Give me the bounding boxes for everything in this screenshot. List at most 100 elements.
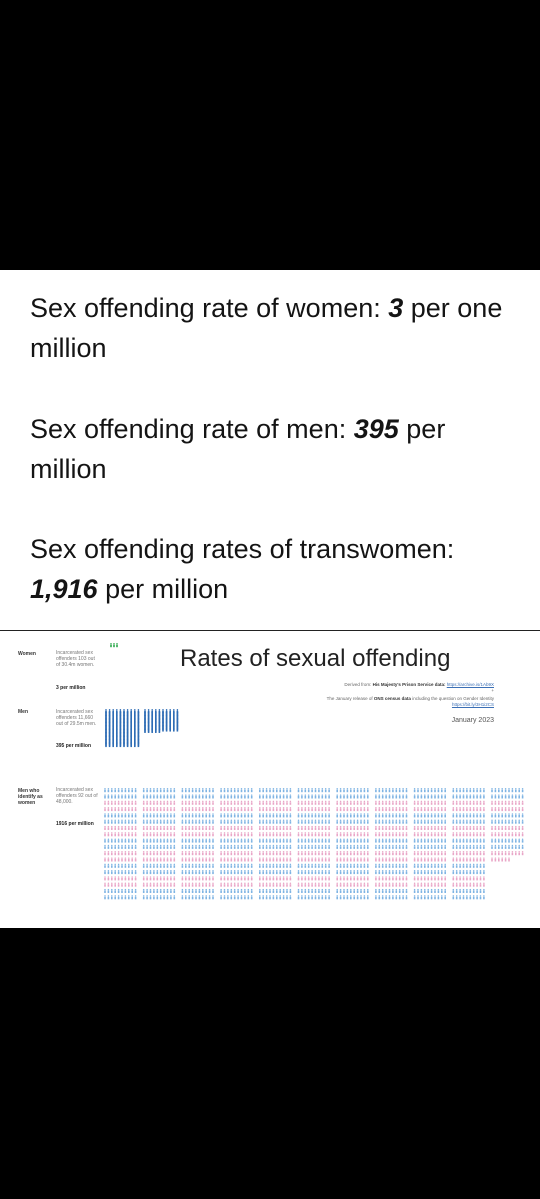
transwomen-person-mark (378, 800, 381, 805)
transwomen-person-mark (111, 825, 113, 830)
transwomen-person-mark (198, 869, 201, 875)
transwomen-person-mark (149, 806, 152, 812)
transwomen-person-mark (202, 788, 204, 793)
transwomen-person-mark (444, 863, 446, 868)
transwomen-person-mark (350, 794, 352, 799)
transwomen-person-mark (134, 844, 137, 849)
transwomen-person-mark (170, 888, 172, 893)
transwomen-person-mark (459, 863, 461, 868)
transwomen-person-mark (381, 863, 384, 868)
transwomen-person-mark (367, 882, 369, 887)
transwomen-person-mark (424, 838, 426, 843)
women-rate-value: 3 (388, 293, 404, 323)
transwomen-person-mark (230, 844, 233, 849)
transwomen-person-mark (483, 844, 485, 849)
transwomen-person-mark (413, 788, 416, 793)
transwomen-person-mark (472, 838, 475, 843)
transwomen-person-mark (198, 895, 201, 900)
transwomen-person-mark (233, 888, 236, 893)
transwomen-person-mark (392, 813, 394, 818)
transwomen-person-mark (395, 838, 398, 843)
transwomen-person-mark (282, 825, 285, 830)
transwomen-person-mark (191, 888, 194, 893)
transwomen-person-mark (353, 882, 355, 887)
transwomen-person-mark (417, 882, 419, 887)
transwomen-person-mark (153, 794, 155, 799)
transwomen-person-mark (173, 832, 176, 837)
transwomen-person-mark (356, 857, 359, 862)
transwomen-person-mark (220, 800, 222, 805)
transwomen-person-mark (146, 800, 148, 805)
transwomen-person-mark (149, 844, 152, 849)
transwomen-person-mark (117, 825, 120, 830)
transwomen-person-mark (434, 876, 436, 881)
transwomen-person-mark (339, 794, 342, 799)
transwomen-person-mark (195, 806, 197, 812)
transwomen-person-mark (434, 863, 436, 868)
transwomen-person-mark (441, 838, 443, 843)
transwomen-person-mark (405, 806, 408, 812)
transwomen-person-mark (402, 819, 404, 824)
transwomen-person-mark (282, 788, 285, 793)
transwomen-person-mark (427, 863, 429, 868)
transwomen-person-mark (413, 806, 416, 812)
transwomen-person-mark (111, 863, 113, 868)
transwomen-person-mark (272, 888, 275, 893)
transwomen-person-mark (321, 895, 324, 900)
transwomen-person-mark (117, 857, 120, 862)
transwomen-person-mark (427, 882, 429, 887)
transwomen-person-mark (385, 888, 387, 893)
transwomen-person-mark (282, 895, 285, 900)
transwomen-person-mark (208, 882, 211, 887)
transwomen-person-mark (276, 851, 278, 856)
transwomen-person-mark (462, 825, 465, 830)
transwomen-person-mark (469, 788, 472, 793)
transwomen-person-mark (107, 819, 110, 824)
transwomen-person-mark (508, 813, 510, 818)
transwomen-person-mark (318, 819, 320, 824)
transwomen-person-mark (476, 806, 478, 812)
transwomen-person-mark (434, 882, 436, 887)
transwomen-person-mark (381, 825, 384, 830)
transwomen-person-mark (346, 794, 349, 799)
transwomen-person-mark (346, 825, 349, 830)
transwomen-person-mark (208, 813, 211, 818)
transwomen-person-mark (346, 819, 349, 824)
transwomen-person-mark (395, 857, 398, 862)
transwomen-person-mark (455, 819, 458, 824)
transwomen-person-mark (142, 832, 145, 837)
transwomen-person-mark (156, 863, 159, 868)
census-link[interactable]: https://bit.ly/3H1i2CS (451, 702, 494, 707)
transwomen-person-mark (107, 844, 110, 849)
transwomen-person-mark (212, 838, 214, 843)
transwomen-person-mark (131, 857, 133, 862)
transwomen-person-mark (149, 869, 152, 875)
transwomen-person-mark (417, 844, 419, 849)
transwomen-person-mark (498, 825, 500, 830)
transwomen-person-mark (247, 888, 250, 893)
source-link[interactable]: https://archive.is/1Ab9X (446, 682, 494, 687)
transwomen-person-mark (304, 819, 307, 824)
transwomen-person-mark (491, 844, 493, 849)
transwomen-person-mark (149, 851, 152, 856)
transwomen-person-mark (153, 876, 155, 881)
transwomen-person-mark (107, 838, 110, 843)
transwomen-person-mark (208, 851, 211, 856)
transwomen-person-mark (272, 882, 275, 887)
transwomen-person-mark (146, 851, 148, 856)
transwomen-person-mark (304, 895, 307, 900)
transwomen-person-mark (462, 895, 465, 900)
transwomen-person-mark (444, 876, 446, 881)
transwomen-person-mark (220, 819, 222, 824)
transwomen-person-mark (131, 876, 133, 881)
transwomen-person-mark (466, 857, 468, 862)
transwomen-person-mark (185, 813, 187, 818)
transwomen-person-mark (230, 863, 233, 868)
transwomen-person-mark (462, 794, 465, 799)
transwomen-person-mark (170, 844, 172, 849)
transwomen-person-mark (304, 800, 307, 805)
transwomen-person-mark (124, 819, 127, 824)
transwomen-person-mark (198, 888, 201, 893)
transwomen-person-mark (479, 806, 482, 812)
men-person-mark (165, 727, 168, 732)
